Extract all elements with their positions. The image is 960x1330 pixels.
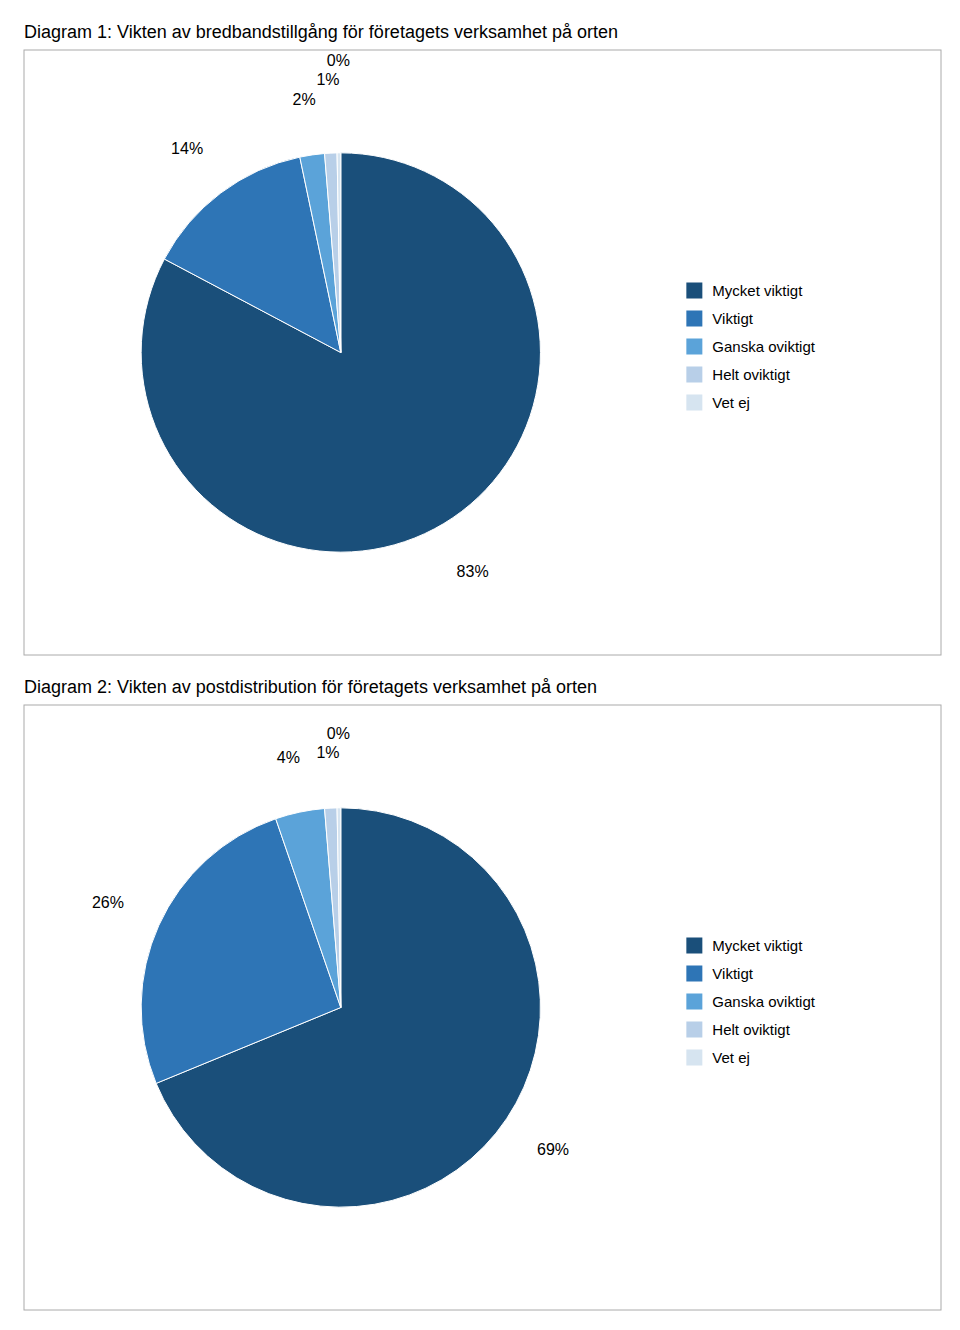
legend-item: Vet ej (686, 1049, 750, 1066)
data-label: 69% (537, 1141, 569, 1158)
pie-slice (276, 809, 341, 1008)
legend-label: Ganska oviktigt (712, 993, 815, 1010)
legend-item: Viktigt (686, 965, 753, 982)
legend-label: Mycket viktigt (712, 937, 803, 954)
data-label: 0% (327, 725, 350, 742)
chart-canvas: Diagram 1: Vikten av bredbandstillgång f… (0, 0, 960, 1330)
legend-label: Helt oviktigt (712, 366, 790, 383)
pie: 69% 26% 4% 1% 0% (92, 725, 569, 1207)
pie-slice (337, 153, 341, 353)
legend-item: Helt oviktigt (686, 1021, 790, 1038)
legend: Mycket viktigt Viktigt Ganska oviktigt Helt… (686, 937, 815, 1066)
legend-label: Vet ej (712, 1049, 750, 1066)
pie-slice (325, 153, 341, 353)
legend-label: Mycket viktigt (712, 282, 803, 299)
pie-slice (325, 808, 341, 1008)
data-label: 4% (277, 749, 300, 766)
data-label: 83% (457, 563, 489, 580)
legend-item: Vet ej (686, 394, 750, 411)
legend-swatch (686, 339, 702, 355)
data-label: 1% (316, 744, 339, 761)
legend-label: Helt oviktigt (712, 1021, 790, 1038)
chart-title: Diagram 1: Vikten av bredbandstillgång f… (24, 22, 618, 42)
pie: 83% 14% 2%1% 0% (141, 52, 540, 579)
data-label: 14% (171, 140, 203, 157)
legend-swatch (686, 994, 702, 1010)
legend-item: Ganska oviktigt (686, 993, 815, 1010)
legend-label: Ganska oviktigt (712, 338, 815, 355)
pie-slice (300, 154, 341, 353)
legend-swatch (686, 395, 702, 411)
data-label: 26% (92, 894, 124, 911)
legend: Mycket viktigt Viktigt Ganska oviktigt Helt… (686, 282, 815, 411)
legend-swatch (686, 1022, 702, 1038)
pie-slice (337, 808, 341, 1008)
chart-section: Diagram 2: Vikten av postdistribution fö… (24, 677, 941, 1310)
legend-item: Viktigt (686, 310, 753, 327)
legend-item: Mycket viktigt (686, 937, 803, 954)
legend-swatch (686, 311, 702, 327)
legend-item: Ganska oviktigt (686, 338, 815, 355)
chart-title: Diagram 2: Vikten av postdistribution fö… (24, 677, 597, 697)
legend-label: Vet ej (712, 394, 750, 411)
legend-item: Helt oviktigt (686, 366, 790, 383)
legend-item: Mycket viktigt (686, 282, 803, 299)
legend-swatch (686, 367, 702, 383)
data-label: 2% (293, 91, 316, 108)
chart-section: Diagram 1: Vikten av bredbandstillgång f… (24, 22, 941, 655)
data-label: 1% (316, 71, 339, 88)
legend-swatch (686, 938, 702, 954)
legend-swatch (686, 966, 702, 982)
chart-frame (24, 705, 941, 1310)
data-label: 0% (327, 52, 350, 69)
legend-swatch (686, 1050, 702, 1066)
chart-frame (24, 50, 941, 655)
legend-label: Viktigt (712, 965, 753, 982)
pie-slice (141, 153, 540, 552)
legend-swatch (686, 283, 702, 299)
legend-label: Viktigt (712, 310, 753, 327)
